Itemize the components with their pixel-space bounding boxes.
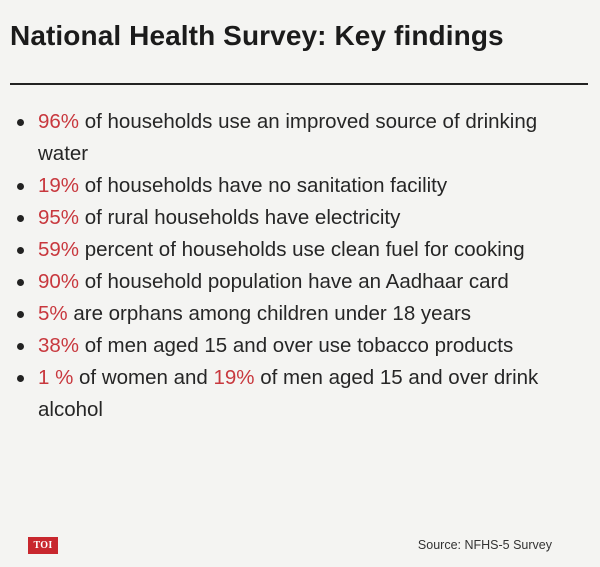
title-divider bbox=[10, 83, 588, 85]
list-item: 19% of households have no sanitation fac… bbox=[14, 170, 589, 202]
toi-logo: TOI bbox=[28, 537, 58, 554]
finding-text: of household population have an Aadhaar … bbox=[79, 270, 509, 293]
finding-percentage: 90% bbox=[38, 270, 80, 293]
finding-percentage: 1 % bbox=[38, 366, 74, 389]
list-item: 5% are orphans among children under 18 y… bbox=[14, 298, 589, 330]
finding-text: of households use an improved source of … bbox=[38, 110, 538, 165]
list-item: 1 % of women and 19% of men aged 15 and … bbox=[14, 362, 589, 426]
finding-text: of women and bbox=[73, 366, 214, 389]
list-item: 90% of household population have an Aadh… bbox=[14, 266, 589, 298]
finding-text: of men aged 15 and over use tobacco prod… bbox=[79, 334, 514, 357]
finding-percentage: 96% bbox=[38, 110, 80, 133]
list-item: 38% of men aged 15 and over use tobacco … bbox=[14, 330, 589, 362]
finding-percentage-secondary: 19% bbox=[213, 366, 255, 389]
finding-percentage: 19% bbox=[38, 174, 80, 197]
finding-text: are orphans among children under 18 year… bbox=[67, 302, 472, 325]
finding-percentage: 38% bbox=[38, 334, 80, 357]
list-item: 95% of rural households have electricity bbox=[14, 202, 589, 234]
finding-text-secondary: of men aged 15 and over drink alcohol bbox=[38, 366, 539, 421]
page-title: National Health Survey: Key findings bbox=[10, 20, 504, 51]
list-item: 96% of households use an improved source… bbox=[14, 106, 589, 170]
finding-text: percent of households use clean fuel for… bbox=[79, 238, 525, 261]
finding-percentage: 95% bbox=[38, 206, 80, 229]
findings-list: 96% of households use an improved source… bbox=[14, 106, 589, 426]
finding-percentage: 5% bbox=[38, 302, 68, 325]
finding-text: of households have no sanitation facilit… bbox=[79, 174, 448, 197]
list-item: 59% percent of households use clean fuel… bbox=[14, 234, 589, 266]
finding-text: of rural households have electricity bbox=[79, 206, 401, 229]
source-credit: Source: NFHS-5 Survey bbox=[417, 538, 552, 552]
finding-percentage: 59% bbox=[38, 238, 80, 261]
